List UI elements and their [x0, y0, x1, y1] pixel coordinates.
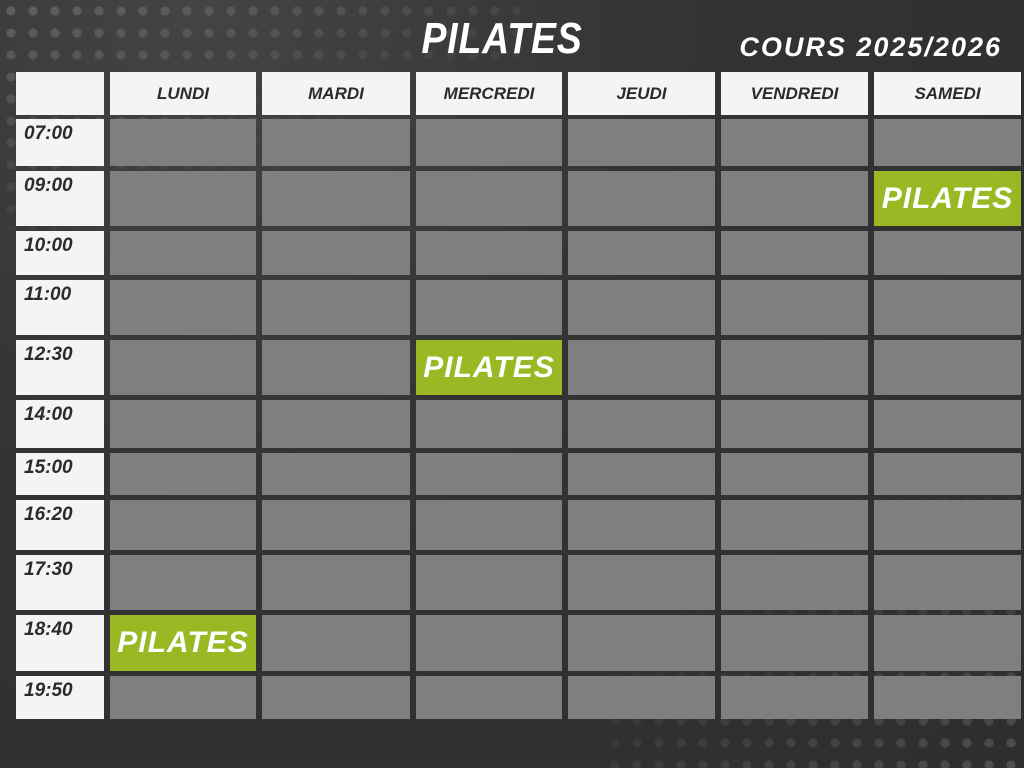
- empty-slot: [110, 500, 256, 550]
- empty-slot: [874, 340, 1021, 395]
- time-label: 11:00: [16, 280, 104, 335]
- time-label: 16:20: [16, 500, 104, 550]
- empty-slot: [874, 119, 1021, 166]
- empty-slot: [262, 615, 410, 671]
- empty-slot: [110, 676, 256, 719]
- class-slot: PILATES: [874, 171, 1021, 226]
- empty-slot: [416, 615, 562, 671]
- empty-slot: [416, 280, 562, 335]
- empty-slot: [874, 615, 1021, 671]
- season-subtitle: COURS 2025/2026: [739, 32, 1002, 62]
- time-label: 07:00: [16, 119, 104, 166]
- empty-slot: [721, 400, 868, 448]
- day-header: JEUDI: [568, 72, 715, 115]
- empty-slot: [568, 400, 715, 448]
- empty-slot: [416, 500, 562, 550]
- empty-slot: [262, 340, 410, 395]
- empty-slot: [416, 555, 562, 610]
- time-label: 18:40: [16, 615, 104, 671]
- empty-slot: [110, 119, 256, 166]
- empty-slot: [874, 280, 1021, 335]
- time-label: 15:00: [16, 453, 104, 495]
- empty-slot: [721, 171, 868, 226]
- class-slot: PILATES: [416, 340, 562, 395]
- empty-slot: [568, 340, 715, 395]
- time-label: 12:30: [16, 340, 104, 395]
- header-corner: [16, 72, 104, 115]
- empty-slot: [416, 171, 562, 226]
- empty-slot: [568, 500, 715, 550]
- empty-slot: [568, 676, 715, 719]
- empty-slot: [262, 119, 410, 166]
- empty-slot: [568, 119, 715, 166]
- empty-slot: [416, 676, 562, 719]
- empty-slot: [874, 555, 1021, 610]
- time-label: 10:00: [16, 231, 104, 275]
- day-header: LUNDI: [110, 72, 256, 115]
- empty-slot: [262, 676, 410, 719]
- empty-slot: [721, 453, 868, 495]
- empty-slot: [110, 340, 256, 395]
- time-label: 19:50: [16, 676, 104, 719]
- empty-slot: [416, 453, 562, 495]
- empty-slot: [874, 453, 1021, 495]
- empty-slot: [874, 400, 1021, 448]
- page-title: PILATES: [421, 14, 583, 63]
- empty-slot: [416, 231, 562, 275]
- empty-slot: [262, 453, 410, 495]
- empty-slot: [874, 676, 1021, 719]
- empty-slot: [721, 555, 868, 610]
- day-header: MERCREDI: [416, 72, 562, 115]
- empty-slot: [110, 453, 256, 495]
- empty-slot: [262, 555, 410, 610]
- empty-slot: [568, 615, 715, 671]
- empty-slot: [721, 615, 868, 671]
- day-header: SAMEDI: [874, 72, 1021, 115]
- empty-slot: [568, 171, 715, 226]
- empty-slot: [110, 231, 256, 275]
- empty-slot: [721, 676, 868, 719]
- empty-slot: [262, 400, 410, 448]
- empty-slot: [721, 340, 868, 395]
- empty-slot: [874, 231, 1021, 275]
- empty-slot: [568, 555, 715, 610]
- empty-slot: [568, 453, 715, 495]
- empty-slot: [721, 119, 868, 166]
- day-header: VENDREDI: [721, 72, 868, 115]
- time-label: 09:00: [16, 171, 104, 226]
- empty-slot: [721, 500, 868, 550]
- empty-slot: [721, 231, 868, 275]
- empty-slot: [568, 280, 715, 335]
- empty-slot: [721, 280, 868, 335]
- empty-slot: [262, 500, 410, 550]
- class-slot: PILATES: [110, 615, 256, 671]
- empty-slot: [416, 400, 562, 448]
- empty-slot: [262, 171, 410, 226]
- empty-slot: [568, 231, 715, 275]
- empty-slot: [110, 171, 256, 226]
- empty-slot: [110, 400, 256, 448]
- empty-slot: [110, 555, 256, 610]
- time-label: 14:00: [16, 400, 104, 448]
- time-label: 17:30: [16, 555, 104, 610]
- day-header: MARDI: [262, 72, 410, 115]
- empty-slot: [416, 119, 562, 166]
- empty-slot: [110, 280, 256, 335]
- empty-slot: [874, 500, 1021, 550]
- empty-slot: [262, 231, 410, 275]
- empty-slot: [262, 280, 410, 335]
